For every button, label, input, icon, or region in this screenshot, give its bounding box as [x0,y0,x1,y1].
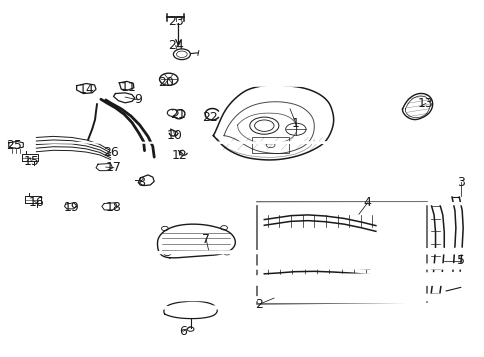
Polygon shape [0,164,484,171]
Text: 5: 5 [456,254,464,267]
Text: 19: 19 [64,201,79,214]
Text: 18: 18 [106,201,121,214]
Polygon shape [0,175,484,186]
Text: 11: 11 [121,81,136,94]
Text: 20: 20 [158,76,173,89]
Text: 2: 2 [255,298,263,311]
Text: 9: 9 [134,94,142,106]
Ellipse shape [159,73,178,85]
Text: 12: 12 [171,149,187,162]
Polygon shape [22,154,38,161]
Text: 10: 10 [166,129,182,142]
Text: 26: 26 [103,146,118,159]
Polygon shape [0,203,484,209]
Text: 16: 16 [29,196,44,209]
Polygon shape [164,301,217,319]
Text: 23: 23 [167,15,183,28]
Text: 7: 7 [202,233,210,246]
Text: 13: 13 [417,97,433,110]
Text: 25: 25 [7,139,22,152]
Polygon shape [157,224,235,258]
Text: 24: 24 [167,39,183,52]
Text: 14: 14 [78,84,94,96]
Text: 17: 17 [106,161,121,174]
Polygon shape [25,196,41,203]
Polygon shape [0,203,484,210]
Bar [252,137,288,153]
Polygon shape [113,93,135,103]
Polygon shape [0,81,484,90]
Text: 8: 8 [136,176,144,188]
Ellipse shape [173,49,190,60]
Text: 6: 6 [179,325,187,338]
Bar [257,202,426,304]
Polygon shape [0,84,484,94]
Polygon shape [0,301,484,310]
Text: 15: 15 [24,155,39,168]
Polygon shape [0,141,484,149]
Polygon shape [0,274,484,286]
Polygon shape [0,286,484,301]
Text: 21: 21 [170,109,186,121]
Polygon shape [402,94,432,120]
Text: 22: 22 [201,111,217,124]
Polygon shape [0,258,484,269]
Text: 1: 1 [291,117,299,130]
Polygon shape [213,85,333,160]
Polygon shape [0,243,484,255]
Polygon shape [0,340,484,351]
Text: 4: 4 [363,196,371,209]
Text: 3: 3 [456,176,464,188]
Polygon shape [0,271,484,282]
